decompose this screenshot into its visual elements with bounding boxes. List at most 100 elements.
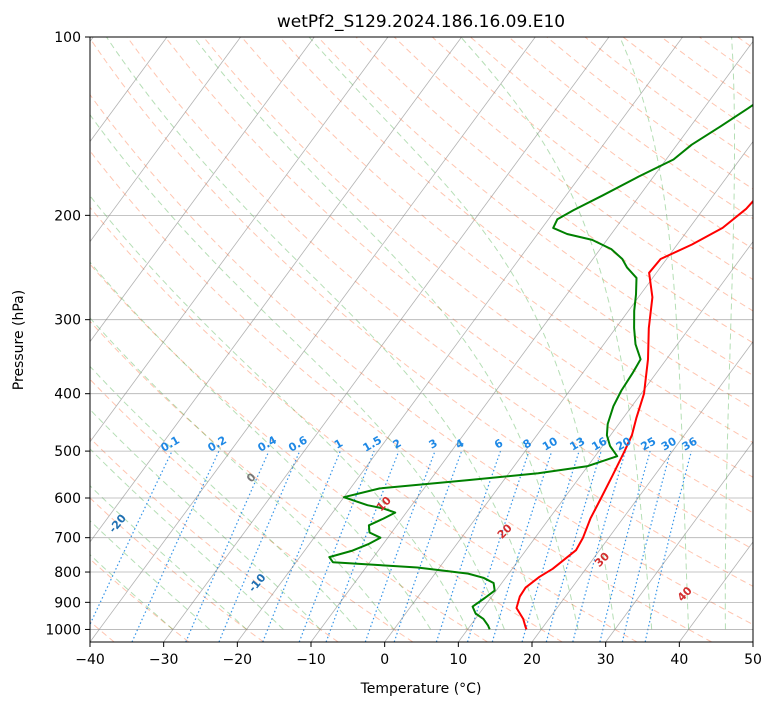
x-tick-label: 50 bbox=[744, 652, 762, 668]
mixing-ratio-label: 13 bbox=[567, 435, 587, 454]
isotherm-line bbox=[163, 37, 610, 642]
dry-adiabat-label: -10 bbox=[246, 571, 269, 595]
isotherm-line bbox=[310, 40, 753, 642]
y-tick-label: 500 bbox=[54, 444, 81, 460]
moist-adiabat-line bbox=[106, 37, 542, 630]
dry-adiabat-label: -30 bbox=[0, 452, 6, 476]
mixing-ratio-label: 30 bbox=[659, 434, 679, 453]
moist-adiabat-line bbox=[90, 408, 321, 630]
dry-adiabat-line bbox=[90, 93, 753, 626]
dry-adiabat-line bbox=[90, 263, 563, 642]
plot-frame bbox=[89, 36, 754, 643]
mixing-ratio-label: 3 bbox=[427, 437, 440, 452]
y-axis-label: Pressure (hPa) bbox=[11, 290, 27, 390]
dry-adiabat-line bbox=[355, 37, 753, 344]
dry-adiabat-line bbox=[470, 37, 753, 250]
moist-adiabat-label: 40 bbox=[675, 584, 695, 604]
moist-adiabat-line bbox=[90, 317, 395, 630]
y-tick-label: 400 bbox=[54, 387, 81, 403]
mixing-ratio-line bbox=[185, 450, 270, 642]
y-tick-label: 800 bbox=[54, 565, 81, 581]
mixing-ratio-line bbox=[298, 450, 375, 642]
x-tick-label: 20 bbox=[523, 652, 541, 668]
dry-adiabat-line bbox=[90, 206, 638, 642]
moist-adiabat-line bbox=[90, 261, 432, 630]
mixing-ratio-label: 25 bbox=[638, 435, 658, 454]
dry-adiabat-line bbox=[90, 150, 712, 642]
isotherm-line bbox=[531, 341, 753, 642]
mixing-ratio-line bbox=[218, 450, 301, 642]
isotherm-line bbox=[752, 641, 753, 642]
x-axis-label: Temperature (°C) bbox=[360, 681, 482, 697]
moist-adiabat-line bbox=[460, 37, 653, 630]
mixing-ratio-label: 2 bbox=[390, 437, 403, 452]
isotherm-line bbox=[90, 37, 241, 243]
mixing-ratio-line bbox=[545, 450, 602, 642]
dry-adiabat-line bbox=[508, 37, 753, 220]
moist-adiabat-line bbox=[724, 37, 735, 630]
grid-layer bbox=[90, 37, 753, 642]
mixing-ratio-line bbox=[572, 450, 626, 642]
isotherm-line bbox=[90, 37, 315, 343]
moist-adiabat-line bbox=[90, 520, 211, 630]
mixing-ratio-label: 10 bbox=[540, 434, 560, 453]
mixing-ratio-line bbox=[325, 450, 400, 642]
x-tick-label: 30 bbox=[597, 652, 615, 668]
dry-adiabat-line bbox=[90, 378, 414, 642]
mixing-ratio-line bbox=[262, 450, 341, 642]
isotherm-line bbox=[90, 37, 536, 642]
moist-adiabat-line bbox=[308, 37, 616, 630]
mixing-ratio-line bbox=[466, 450, 530, 642]
dry-adiabat-line bbox=[279, 37, 753, 410]
mixing-ratio-line bbox=[621, 450, 672, 642]
dry-adiabat-line bbox=[699, 37, 753, 76]
isotherm-line bbox=[458, 240, 753, 642]
dry-adiabat-line bbox=[90, 37, 753, 587]
x-tick-label: 10 bbox=[449, 652, 467, 668]
dry-adiabat-line bbox=[90, 497, 264, 642]
moist-adiabat-line bbox=[90, 113, 505, 630]
mixing-ratio-line bbox=[393, 450, 463, 642]
isotherm-line bbox=[384, 140, 753, 642]
y-tick-label: 200 bbox=[54, 208, 81, 224]
x-tick-label: 0 bbox=[380, 652, 389, 668]
dry-adiabat-line bbox=[622, 37, 753, 132]
series-layer bbox=[328, 103, 753, 630]
x-tick-label: −40 bbox=[75, 652, 105, 668]
isotherm-line bbox=[90, 37, 389, 443]
dry-adiabat-line bbox=[317, 37, 753, 376]
dry-adiabat-line bbox=[737, 37, 753, 49]
mixing-ratio-line bbox=[90, 450, 173, 626]
y-axis: 1000 900 800 700 600 500 400 300 200 100 bbox=[45, 30, 90, 638]
mixing-ratio-line bbox=[491, 450, 553, 642]
y-tick-label: 700 bbox=[54, 531, 81, 547]
x-tick-label: −20 bbox=[223, 652, 253, 668]
dry-adiabat-line bbox=[90, 320, 488, 642]
dry-adiabat-line bbox=[90, 437, 339, 642]
x-axis: −40 −30 −20 −10 0 10 20 30 40 50 bbox=[75, 642, 762, 668]
y-tick-label: 100 bbox=[54, 30, 81, 46]
dry-adiabat-line bbox=[164, 37, 753, 514]
dewpoint-profile-line bbox=[328, 103, 753, 630]
isotherm-line bbox=[90, 37, 168, 143]
x-tick-label: −10 bbox=[296, 652, 326, 668]
x-tick-label: −30 bbox=[149, 652, 179, 668]
dry-adiabat-line bbox=[546, 37, 753, 190]
y-tick-label: 1000 bbox=[45, 622, 81, 638]
y-tick-label: 900 bbox=[54, 595, 81, 611]
mixing-ratio-line bbox=[599, 450, 651, 642]
isotherm-line bbox=[90, 37, 462, 543]
mixing-ratio-label: 4 bbox=[453, 436, 466, 451]
moist-adiabat-line bbox=[619, 37, 690, 630]
mixing-ratio-line bbox=[364, 450, 436, 642]
y-tick-label: 600 bbox=[54, 491, 81, 507]
moist-adiabat-line bbox=[90, 554, 174, 630]
moist-adiabat-line bbox=[193, 37, 579, 630]
temperature-profile-line bbox=[515, 199, 753, 630]
moist-adiabat-line bbox=[90, 448, 284, 630]
y-tick-label: 300 bbox=[54, 313, 81, 329]
isotherm-line bbox=[679, 541, 753, 642]
chart-title: wetPf2_S129.2024.186.16.09.E10 bbox=[277, 12, 565, 32]
